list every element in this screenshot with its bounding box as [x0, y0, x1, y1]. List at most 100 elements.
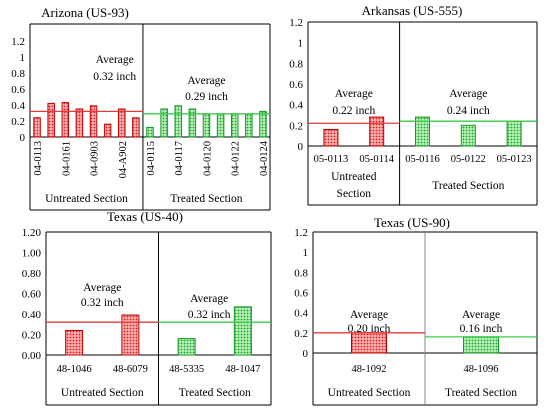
average-label: Average [96, 54, 134, 66]
section-label: Untreated Section [328, 387, 411, 399]
x-tick-label: 48-1046 [57, 364, 92, 375]
y-tick-label: 0.80 [22, 268, 42, 280]
y-tick-label: 1 [298, 38, 304, 50]
bar [132, 117, 140, 138]
bar [118, 108, 126, 138]
x-tick-label: 04-0117 [174, 141, 185, 176]
y-tick-label: 0.6 [289, 79, 303, 91]
y-tick-label: 1.20 [22, 227, 42, 239]
x-tick-label: 05-0122 [451, 154, 486, 165]
bar [506, 120, 522, 147]
bar [323, 128, 339, 147]
x-tick-label: 05-0116 [405, 154, 440, 165]
section-label: Treated Section [179, 387, 251, 399]
y-tick-label: 0.2 [11, 116, 25, 128]
average-value: 0.32 inch [93, 71, 136, 83]
x-tick-label: 48-5335 [169, 364, 204, 375]
x-tick-label: 05-0123 [497, 154, 532, 165]
y-tick-label: 0.40 [22, 309, 42, 321]
y-tick-label: 0.60 [22, 289, 42, 301]
bar [75, 108, 84, 138]
average-label: Average [190, 293, 228, 305]
bar [233, 306, 252, 356]
bar [160, 108, 168, 138]
bar [202, 113, 211, 138]
x-tick-label: 48-6079 [113, 364, 148, 375]
chart-title: Texas (US-90) [374, 215, 450, 230]
y-tick-label: 0.4 [289, 100, 303, 112]
x-tick-label: 04-0903 [90, 141, 101, 176]
y-tick-label: 0 [20, 132, 26, 144]
average-label: Average [335, 88, 373, 100]
average-value: 0.16 inch [460, 323, 503, 335]
y-tick-label: 0.8 [289, 58, 303, 70]
y-tick-label: 0.4 [294, 308, 308, 320]
average-label: Average [449, 88, 487, 100]
y-tick-label: 0.6 [294, 288, 308, 300]
average-value: 0.29 inch [185, 91, 228, 103]
plot-area: 0 0.2 0.4 0.6 0.8 1 1.2 Average 0.22 inch Untreat… [289, 17, 538, 206]
x-tick-label: 04-A902 [118, 141, 129, 178]
bar [177, 338, 196, 356]
average-label: Average [350, 309, 388, 321]
bar [460, 124, 476, 147]
section-label: Treated Section [432, 180, 504, 192]
y-tick-label: 0 [298, 141, 304, 153]
y-tick-label: 1 [20, 52, 26, 64]
bar [121, 314, 140, 356]
y-tick-label: 0.6 [11, 84, 25, 96]
bar [415, 116, 430, 147]
chart-texas-us40: Texas (US-40) 0.00 0.20 0.40 0.60 0.80 1.00 1.… [22, 209, 272, 406]
x-tick-label: 04-0120 [202, 141, 213, 176]
bar [245, 113, 253, 138]
y-tick-label: 0.2 [289, 120, 303, 132]
bar [146, 126, 154, 138]
bar [463, 336, 499, 354]
y-tick-label: 0.2 [294, 328, 308, 340]
y-tick-label: 1.2 [11, 36, 25, 48]
average-value: 0.32 inch [81, 297, 124, 309]
bar [174, 105, 182, 138]
average-label: Average [187, 75, 225, 87]
average-value: 0.24 inch [447, 105, 490, 117]
bar [259, 110, 267, 138]
x-tick-label: 04-0161 [61, 141, 72, 176]
x-tick-label: 48-1047 [225, 364, 260, 375]
x-tick-label: 05-0113 [314, 154, 349, 165]
y-tick-label: 0.20 [22, 330, 42, 342]
y-tick-label: 1.2 [294, 227, 308, 239]
bar [216, 113, 225, 138]
average-value: 0.20 inch [348, 323, 391, 335]
average-value: 0.32 inch [188, 309, 231, 321]
chart-arkansas: Arkansas (US-555) 0 0.2 0.4 0.6 0.8 1 1.2 Avera… [289, 3, 538, 206]
x-tick-label: 04-0115 [146, 141, 157, 176]
section-label: Treated Section [170, 193, 242, 205]
bar [65, 329, 84, 356]
x-tick-label: 04-0124 [259, 140, 270, 176]
average-value: 0.22 inch [332, 105, 375, 117]
average-label: Average [83, 282, 121, 294]
x-tick-label: 05-0114 [359, 154, 394, 165]
plot-area: 0 0.2 0.4 0.6 0.8 1 1.2 Average 0.20 inch Untreat… [294, 227, 538, 406]
y-tick-label: 1.2 [289, 17, 303, 29]
plot-area: 0.00 0.20 0.40 0.60 0.80 1.00 1.20 Average 0.32 … [22, 227, 272, 406]
section-label: Untreated Section [61, 387, 144, 399]
bar [47, 102, 55, 138]
bar [103, 123, 112, 138]
y-tick-label: 1.00 [22, 248, 42, 260]
bar [89, 105, 98, 138]
bar [61, 102, 70, 138]
average-label: Average [462, 309, 500, 321]
section-label: Section [337, 188, 372, 200]
y-tick-label: 0.8 [11, 68, 25, 80]
section-label: Treated Section [445, 387, 517, 399]
y-tick-label: 1 [303, 247, 309, 259]
x-tick-label: 04-0113 [33, 141, 44, 176]
section-label: Untreated Section [45, 193, 128, 205]
section-label: Untreated [331, 171, 377, 183]
y-tick-label: 0.4 [11, 100, 25, 112]
bar [33, 117, 41, 138]
bar [188, 108, 197, 138]
chart-title: Texas (US-40) [107, 209, 183, 224]
